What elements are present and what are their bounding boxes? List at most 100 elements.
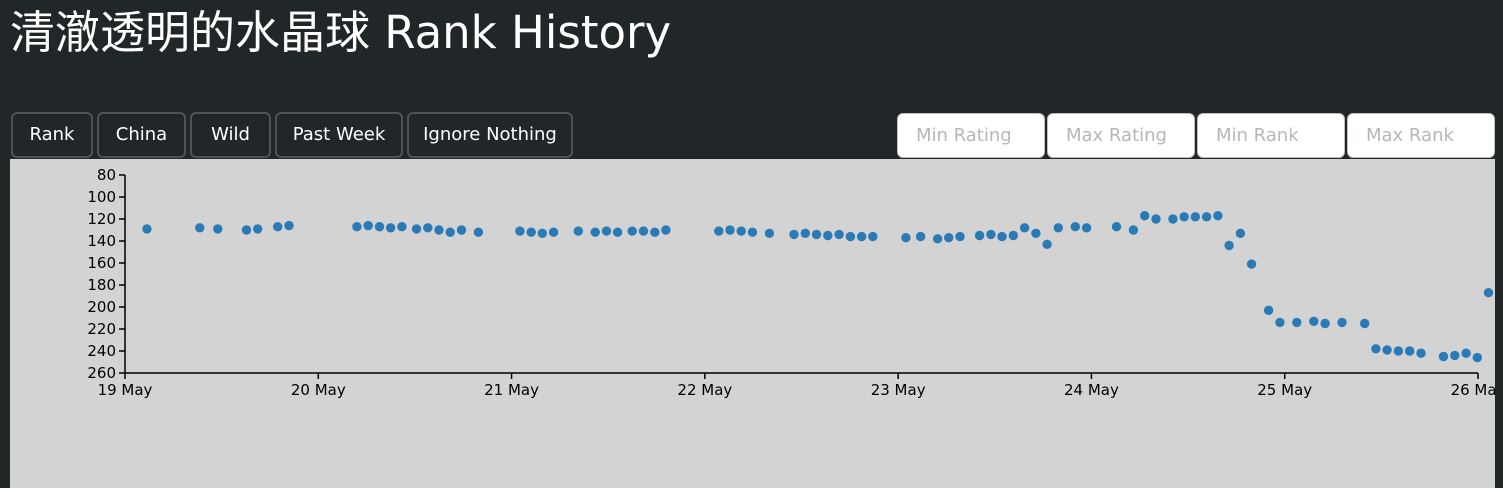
rank-point: [955, 231, 965, 242]
rank-point: [456, 225, 467, 235]
x-tick-label: 19 May: [98, 381, 153, 399]
rank-point: [800, 228, 810, 238]
y-tick-label: 240: [87, 342, 116, 360]
rank-point: [601, 226, 612, 236]
rank-point: [526, 227, 536, 237]
rank-point: [714, 226, 724, 236]
rank-point: [789, 229, 799, 240]
rank-point: [1263, 305, 1274, 315]
rank-point: [423, 223, 433, 233]
rank-point: [944, 233, 954, 243]
rank-point: [747, 227, 758, 237]
rank-point: [1019, 223, 1030, 233]
data-points: [142, 211, 1494, 363]
rank-point: [612, 227, 623, 237]
rank-point: [473, 227, 484, 237]
rank-point: [1111, 222, 1122, 232]
rank-point: [1201, 212, 1212, 222]
rank-point: [253, 224, 263, 234]
rank-point: [736, 226, 746, 236]
rank-point: [1224, 240, 1234, 251]
rank-point: [725, 225, 735, 235]
rank-point: [661, 225, 671, 235]
rank-point: [385, 223, 396, 233]
rank-point: [445, 227, 455, 237]
rank-point: [1151, 214, 1161, 224]
rank-point: [1235, 228, 1246, 238]
rank-point: [195, 223, 205, 233]
rank-point: [1292, 317, 1302, 328]
y-tick-label: 200: [87, 298, 116, 316]
max-rating-input[interactable]: [1047, 113, 1195, 158]
rank-point: [1438, 351, 1449, 362]
region-button[interactable]: China: [97, 112, 186, 158]
x-tick-label: 21 May: [484, 381, 539, 399]
rank-point: [1461, 348, 1471, 358]
rank-point: [1405, 346, 1415, 356]
rank-point: [1042, 239, 1052, 249]
rank-point: [1382, 345, 1392, 355]
rank-point: [1179, 212, 1189, 222]
y-tick-label: 100: [87, 188, 116, 206]
x-tick-label: 25 May: [1257, 381, 1312, 399]
rank-point: [1309, 316, 1319, 326]
rank-point: [1450, 350, 1460, 361]
max-rank-input[interactable]: [1347, 113, 1495, 158]
rank-point: [434, 225, 444, 235]
ignore-filter-button[interactable]: Ignore Nothing: [407, 112, 573, 158]
rank-point: [374, 222, 385, 232]
rank-point: [1070, 222, 1081, 232]
x-tick-label: 23 May: [871, 381, 926, 399]
rank-point: [974, 230, 985, 241]
rank-point: [1483, 288, 1494, 298]
x-tick-label: 22 May: [677, 381, 732, 399]
rank-point: [764, 228, 775, 238]
rank-point: [1371, 344, 1381, 354]
rank-point: [650, 227, 660, 237]
y-tick-label: 140: [87, 232, 116, 250]
time-range-button[interactable]: Past Week: [275, 112, 403, 158]
format-button[interactable]: Wild: [190, 112, 271, 158]
rank-point: [1168, 214, 1178, 224]
rank-point: [537, 228, 547, 238]
rank-point: [241, 225, 252, 235]
rank-point: [1053, 223, 1064, 233]
x-tick-label: 20 May: [291, 381, 346, 399]
rank-point: [590, 227, 600, 237]
rank-point: [1008, 230, 1018, 241]
chart-panel: 80 100 120 140 160 180 200 220 240 260 19 May 20 M…: [10, 159, 1495, 488]
y-tick-label: 180: [87, 276, 116, 294]
rank-button[interactable]: Rank: [11, 112, 93, 158]
rank-point: [997, 231, 1007, 242]
rank-point: [1360, 318, 1370, 329]
rank-point: [1081, 223, 1092, 233]
rank-point: [142, 224, 152, 234]
rank-point: [1275, 317, 1285, 328]
rank-point: [1246, 259, 1257, 269]
x-tick-label: 26 May: [1451, 381, 1495, 399]
rank-point: [352, 222, 362, 232]
rank-point: [1031, 228, 1041, 238]
rank-point: [1337, 317, 1347, 328]
rank-point: [834, 229, 844, 240]
rank-point: [823, 230, 833, 241]
y-tick-label: 260: [87, 364, 116, 382]
rank-point: [868, 231, 878, 242]
min-rating-input[interactable]: [897, 113, 1045, 158]
rank-point: [363, 220, 373, 231]
rank-point: [1140, 211, 1150, 221]
rank-point: [213, 224, 223, 234]
y-tick-label: 160: [87, 254, 116, 272]
rank-point: [1128, 225, 1139, 235]
y-tick-label: 220: [87, 320, 116, 338]
rank-point: [845, 231, 856, 242]
rank-point: [1393, 346, 1404, 356]
rank-point: [901, 233, 911, 243]
y-tick-label: 80: [97, 166, 116, 184]
rank-point: [1190, 212, 1201, 222]
rank-point: [573, 226, 583, 236]
rank-point: [915, 231, 926, 242]
rank-point: [1213, 211, 1223, 221]
rank-point: [811, 229, 822, 240]
min-rank-input[interactable]: [1197, 113, 1345, 158]
